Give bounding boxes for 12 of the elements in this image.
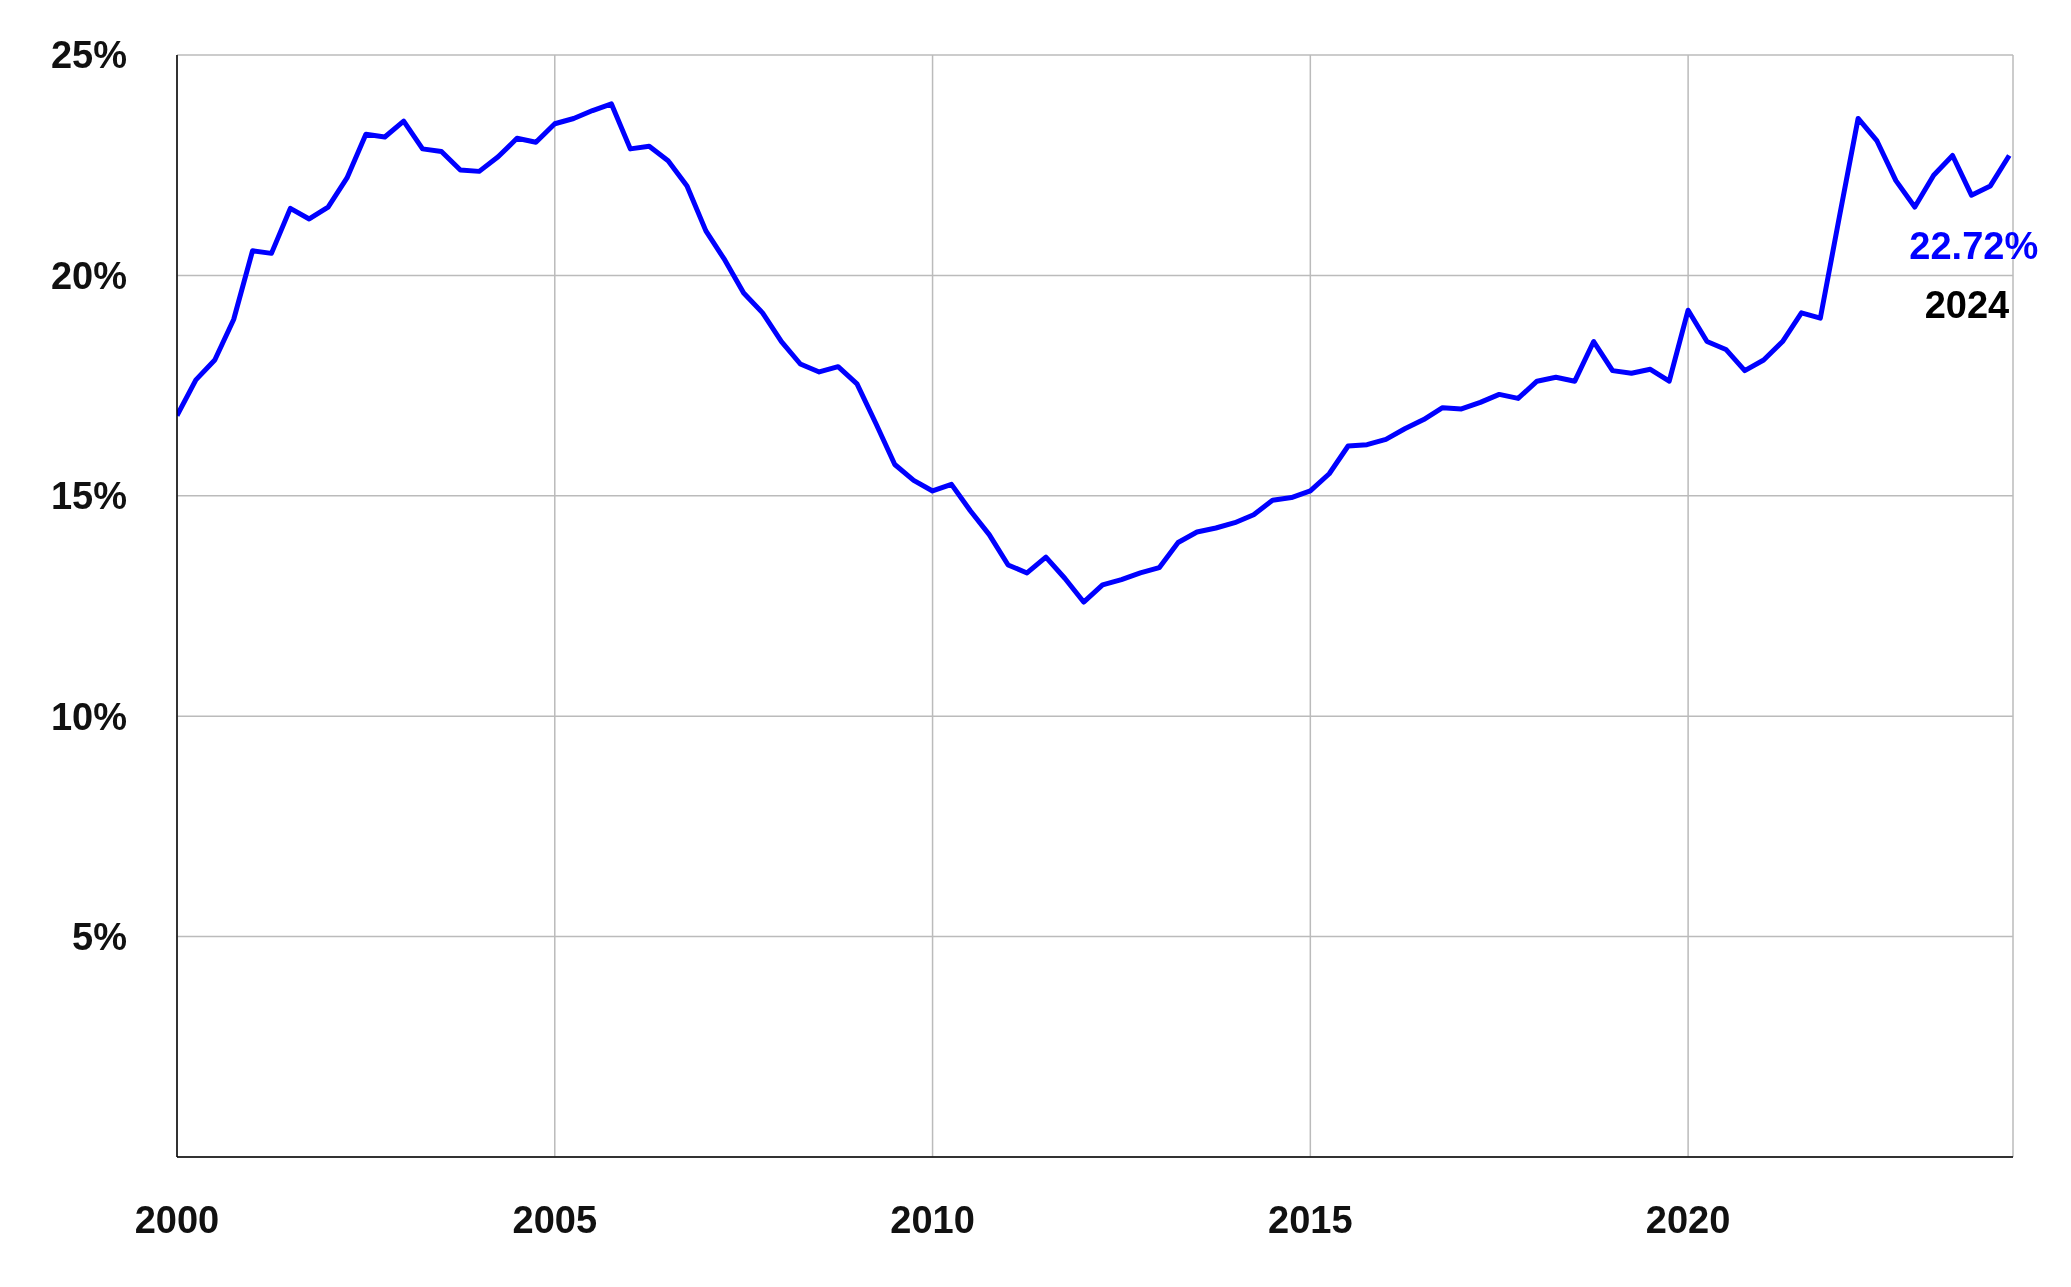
x-tick-label: 2015 bbox=[1268, 1198, 1353, 1241]
y-tick-label: 15% bbox=[50, 475, 127, 518]
y-tick-label: 25% bbox=[50, 34, 127, 77]
x-tick-label: 2020 bbox=[1645, 1198, 1731, 1241]
annotation: 2024 bbox=[1924, 283, 2010, 326]
y-tick-label: 10% bbox=[50, 695, 127, 738]
y-tick-label: 5% bbox=[72, 916, 127, 959]
y-tick-label: 20% bbox=[50, 254, 127, 297]
x-tick-label: 2000 bbox=[134, 1198, 220, 1241]
x-tick-label: 2005 bbox=[512, 1198, 598, 1241]
x-tick-label: 2010 bbox=[890, 1198, 975, 1241]
annotation: 22.72% bbox=[1909, 224, 2039, 267]
